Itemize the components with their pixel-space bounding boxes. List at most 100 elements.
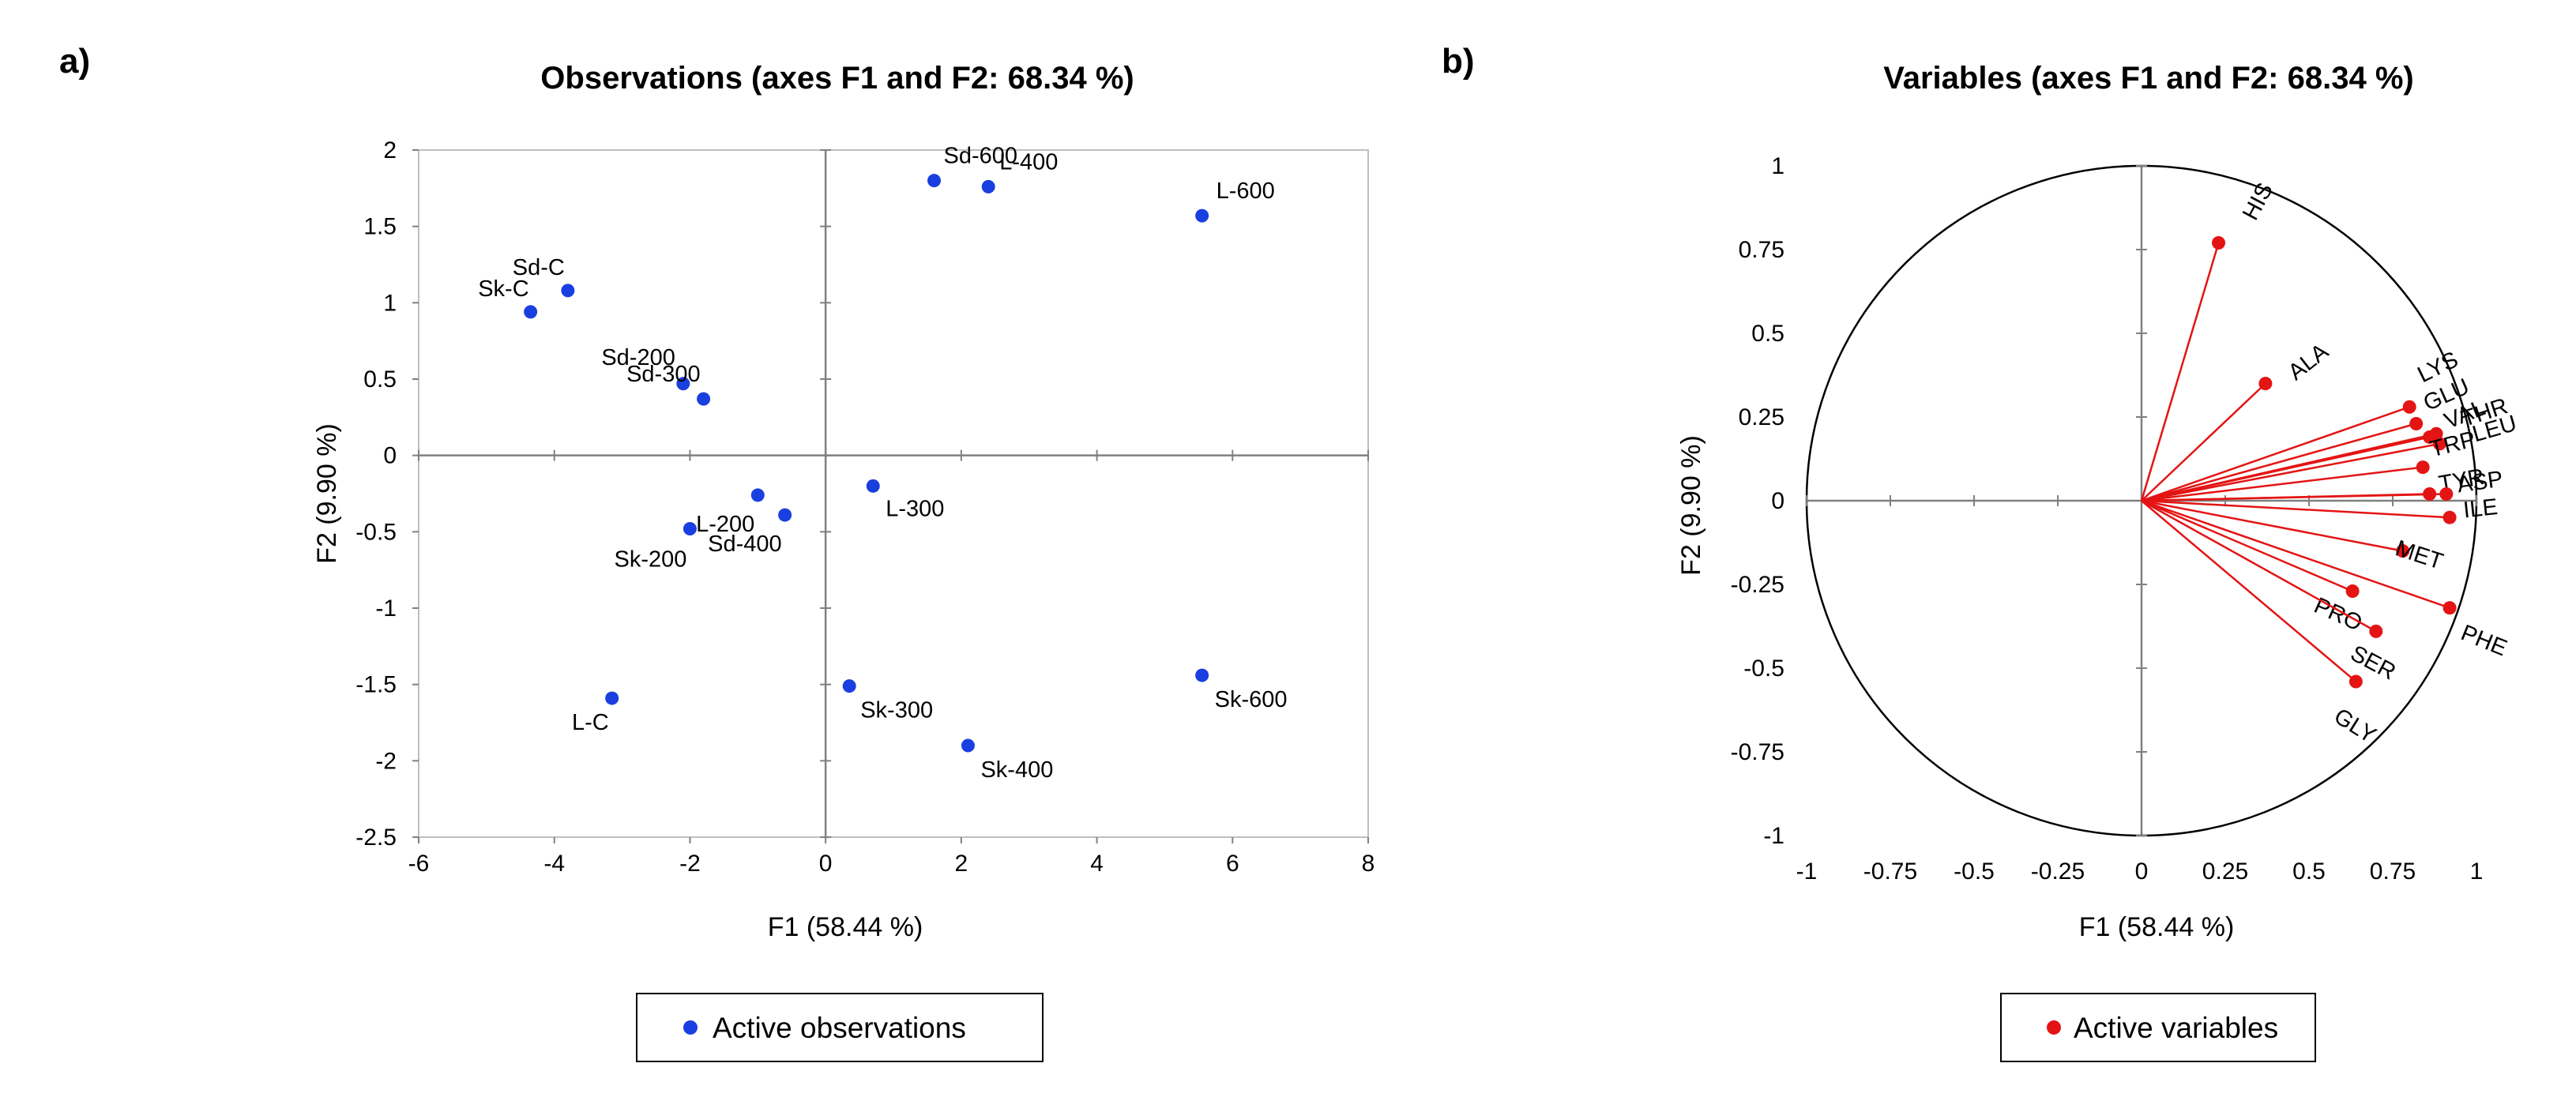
y-tick-label: -1	[375, 595, 397, 622]
observation-label: Sd-600	[944, 144, 1018, 169]
panel-a-observations: a) Observations (axes F1 and F2: 68.34 %…	[59, 42, 1375, 1062]
variable-vector	[2141, 499, 2403, 552]
legend-marker-observations	[683, 1020, 698, 1035]
panel-b-variables: b) Variables (axes F1 and F2: 68.34 %) -…	[1442, 42, 2520, 1062]
y-tick-label: 1	[383, 290, 397, 316]
variable-label: ILE	[2462, 494, 2499, 523]
observation-point	[683, 521, 697, 535]
y-axis-label-variables: F2 (9.90 %)	[1676, 435, 1706, 576]
observation-point	[561, 284, 575, 298]
y-tick-label: -0.25	[1731, 572, 1784, 598]
observation-point	[981, 179, 995, 193]
observation-point	[842, 679, 856, 693]
variable-vector	[2141, 382, 2266, 502]
panel-label-b: b)	[1442, 42, 1475, 81]
x-tick-label: 1	[2470, 858, 2484, 885]
variable-vector	[2140, 242, 2220, 502]
observation-point	[1195, 208, 1209, 223]
y-tick-label: -1	[1763, 823, 1784, 849]
variable-vector	[2141, 442, 2440, 502]
legend-marker-variables	[2047, 1020, 2061, 1035]
chart-title-variables: Variables (axes F1 and F2: 68.34 %)	[1883, 61, 2413, 96]
variable-label: PHE	[2458, 620, 2510, 661]
observation-point	[676, 377, 690, 391]
variable-point	[2442, 601, 2457, 615]
legend-variables: Active variables	[2000, 993, 2316, 1062]
panel-label-a: a)	[59, 42, 90, 81]
observation-label: Sk-400	[980, 757, 1053, 783]
observation-label: L-400	[999, 149, 1058, 175]
y-axis-label-observations: F2 (9.90 %)	[312, 423, 342, 564]
x-tick-label: 0.5	[2292, 858, 2326, 885]
y-tick-label: 1	[1771, 153, 1784, 179]
chart-title-observations: Observations (axes F1 and F2: 68.34 %)	[540, 61, 1134, 96]
variable-point	[2369, 624, 2383, 638]
variable-vector	[2141, 406, 2410, 502]
variable-point	[2396, 544, 2410, 558]
observation-point	[927, 174, 942, 188]
y-tick-label: -0.5	[1743, 656, 1784, 682]
variable-point	[2416, 460, 2430, 475]
y-tick-label: -2.5	[355, 825, 397, 851]
variable-vector	[2141, 499, 2353, 592]
x-tick-label: -0.75	[1863, 858, 1917, 885]
observation-label: L-300	[886, 496, 944, 521]
variable-vector	[2141, 499, 2450, 519]
observation-label: L-600	[1217, 178, 1275, 204]
variable-vector	[2141, 500, 2357, 682]
x-tick-label: 0.75	[2370, 858, 2416, 885]
variable-vector	[2141, 466, 2424, 502]
observation-point	[697, 392, 711, 406]
variable-point	[2212, 236, 2226, 250]
variable-point	[2432, 437, 2446, 451]
y-tick-label: -2	[375, 748, 397, 774]
variable-vector	[2141, 499, 2450, 609]
y-tick-label: 0.5	[363, 366, 397, 393]
observation-label: Sk-C	[478, 276, 528, 302]
observation-point	[961, 738, 975, 753]
variable-vector	[2141, 499, 2377, 633]
variable-label: ASP	[2456, 467, 2505, 498]
y-tick-label: 0	[383, 443, 397, 469]
x-tick-label: -0.5	[1954, 858, 1995, 885]
x-tick-label: -4	[543, 851, 565, 877]
y-tick-label: -0.5	[355, 519, 397, 545]
variable-vector	[2141, 432, 2437, 502]
x-tick-label: -0.25	[2031, 858, 2085, 885]
variable-point	[2345, 584, 2360, 598]
x-tick-label: -1	[1796, 858, 1818, 885]
y-tick-label: 0	[1771, 488, 1784, 514]
variable-point	[2409, 416, 2424, 430]
observation-label: L-200	[696, 512, 754, 537]
variable-point	[2439, 487, 2454, 502]
x-tick-label: 0	[819, 851, 833, 877]
legend-observations: Active observations	[636, 993, 1044, 1062]
x-tick-label: 4	[1090, 851, 1104, 877]
x-axis-label-variables: F1 (58.44 %)	[2079, 912, 2235, 942]
variable-vector	[2141, 493, 2446, 502]
variable-point	[2402, 400, 2416, 414]
variable-point	[2348, 674, 2363, 689]
x-tick-label: 8	[1362, 851, 1375, 877]
y-tick-label: 0.25	[1739, 404, 1784, 430]
observation-label: Sd-200	[601, 345, 675, 370]
x-tick-label: 6	[1226, 851, 1239, 877]
observation-label: L-C	[572, 710, 609, 735]
plot-area-variables: -1 -0.75 -0.5 -0.25 0 0.25 0.5 0.75 1 1 0.75 0.5 0.2…	[1731, 153, 2520, 885]
legend-text-variables: Active variables	[2074, 1012, 2278, 1044]
observation-label: Sk-300	[860, 698, 933, 723]
observation-label: Sk-200	[615, 547, 687, 572]
variable-label: HIS	[2238, 178, 2278, 224]
observation-label: Sd-400	[708, 532, 782, 557]
y-tick-label: -1.5	[355, 672, 397, 698]
y-tick-label: -0.75	[1731, 739, 1784, 765]
legend-box-observations	[636, 993, 1044, 1062]
x-tick-label: -6	[408, 851, 430, 877]
x-tick-label: 0	[2135, 858, 2149, 885]
observation-point	[750, 488, 765, 502]
y-tick-label: 0.75	[1739, 237, 1784, 263]
x-tick-label: -2	[679, 851, 701, 877]
observation-point	[1195, 668, 1209, 682]
observation-point	[524, 305, 538, 319]
plot-frame	[418, 149, 1369, 838]
